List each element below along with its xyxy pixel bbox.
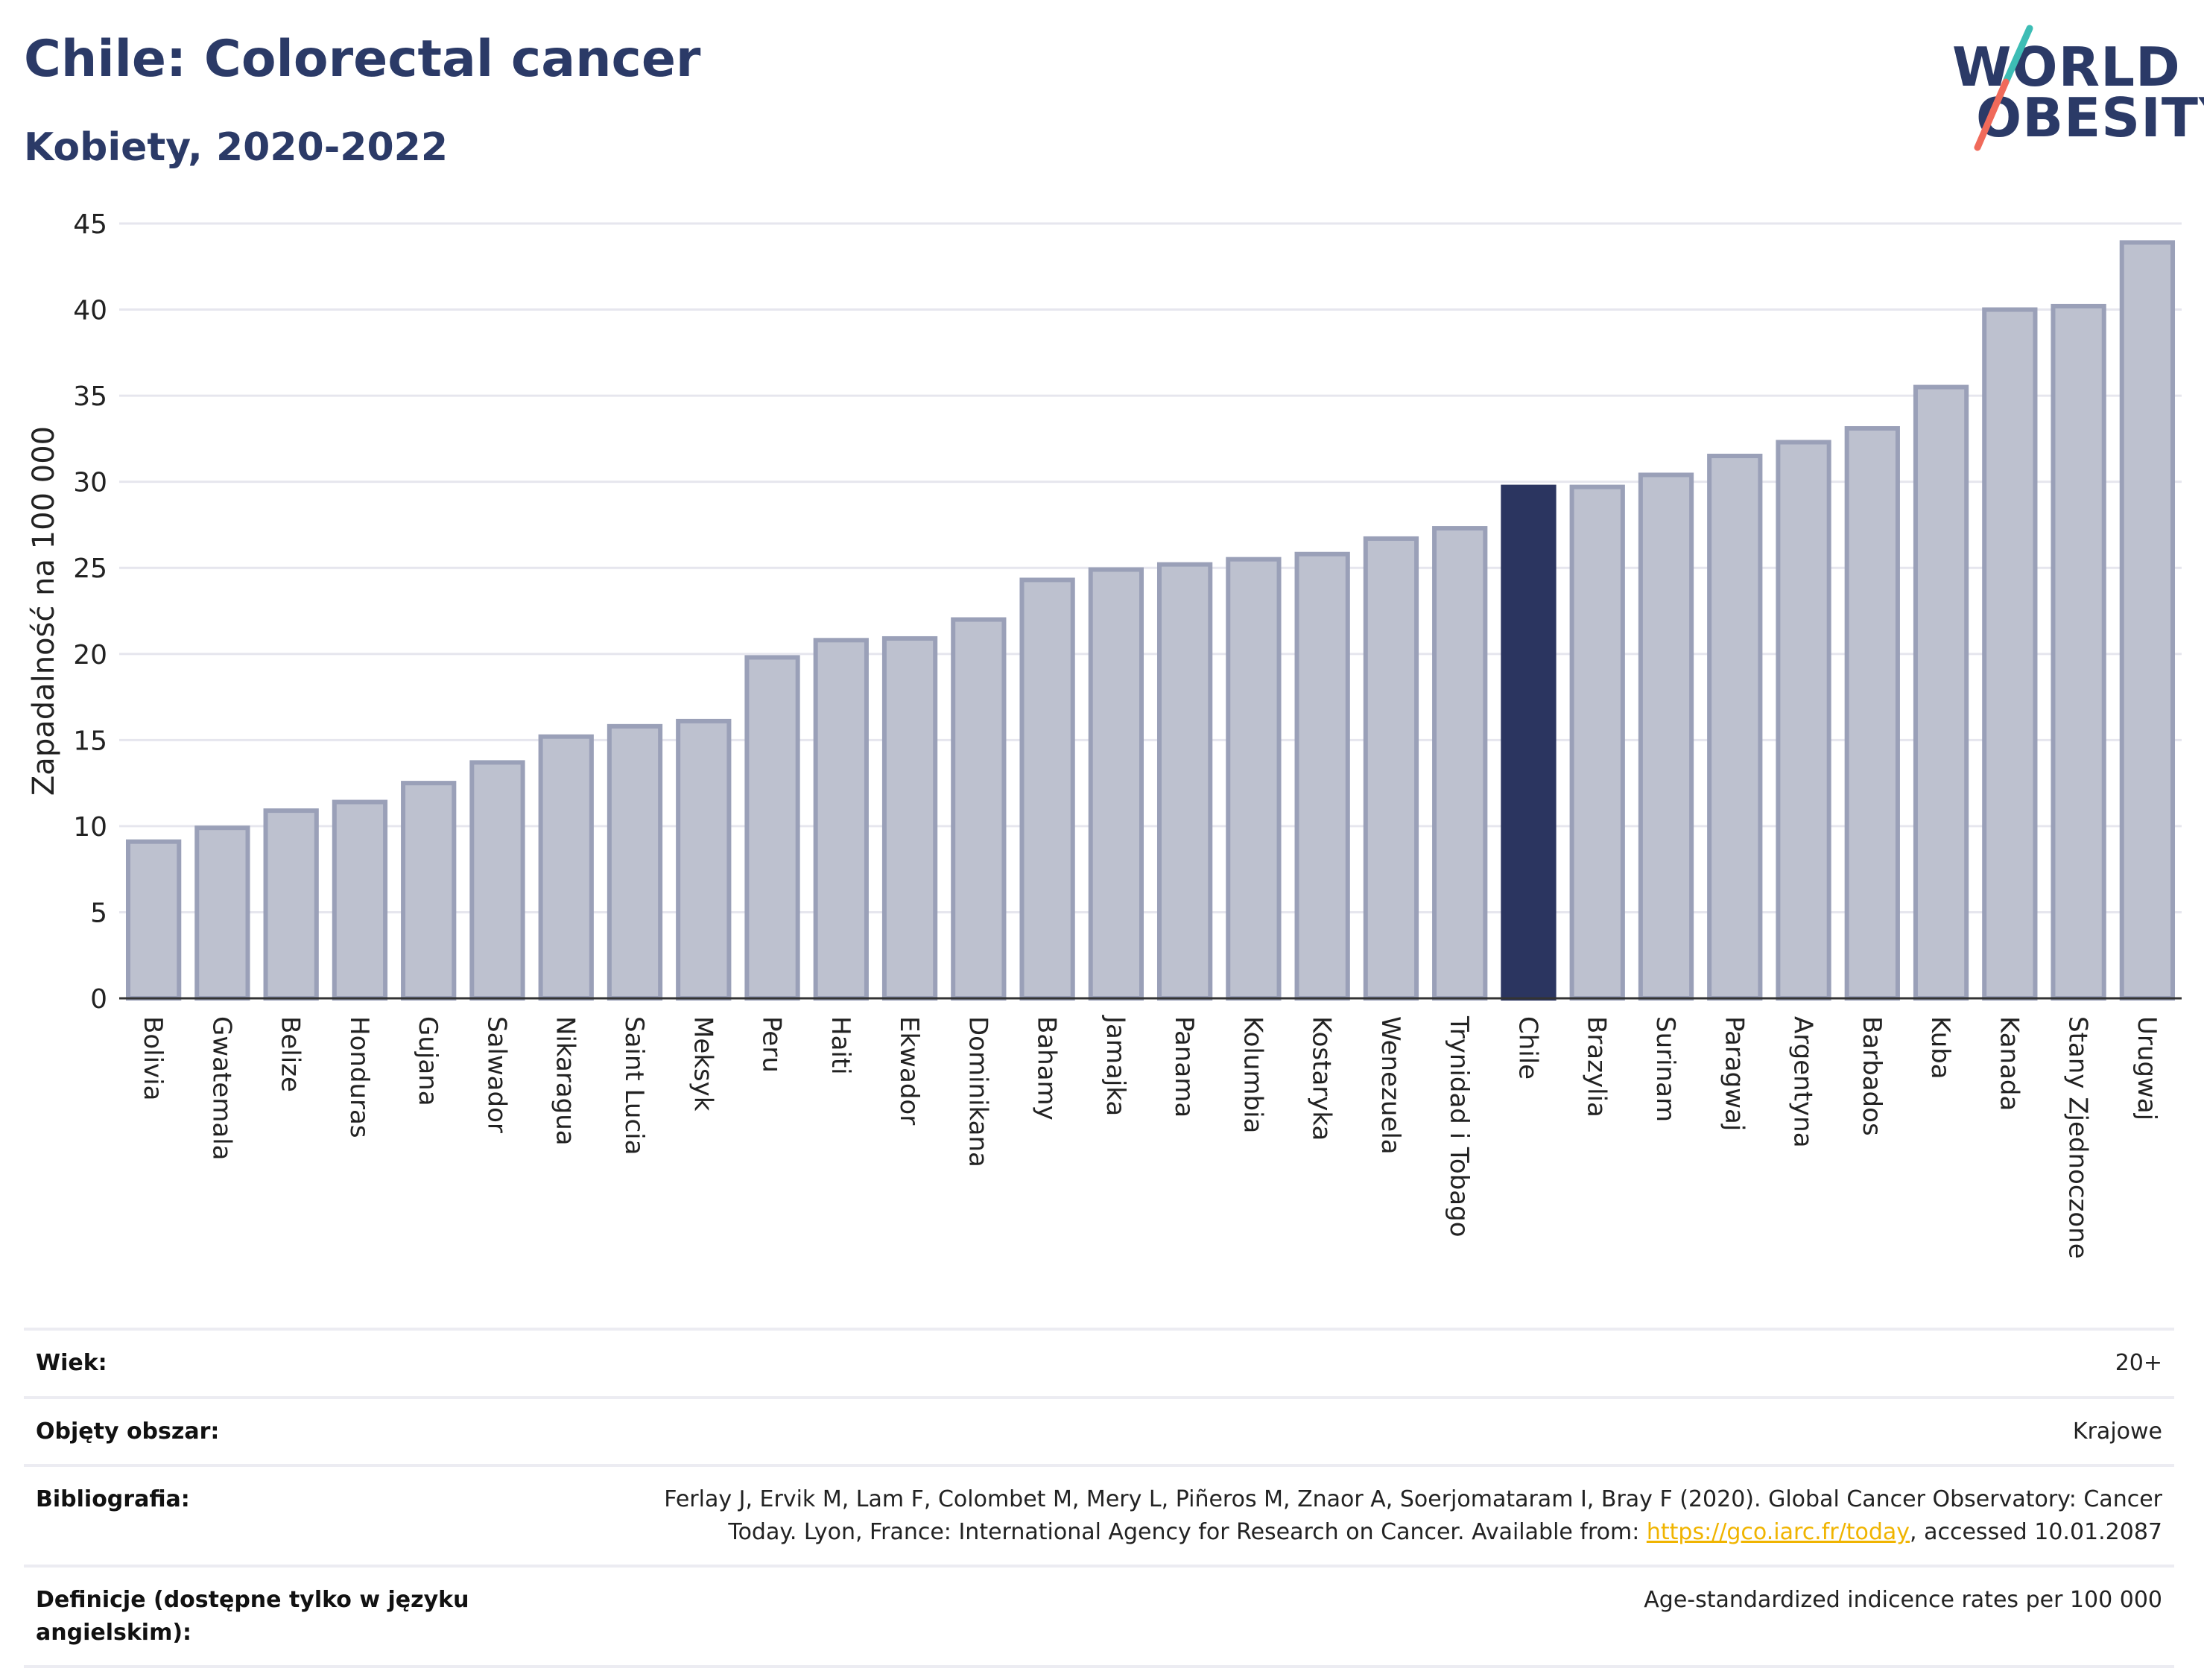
bar <box>538 734 594 1001</box>
bar <box>1569 484 1625 1001</box>
meta-label-area: Objęty obszar: <box>36 1418 220 1445</box>
x-tick-label: Meksyk <box>688 1016 718 1112</box>
y-tick-label: 30 <box>73 468 107 498</box>
bibliography-line-2: Today. Lyon, France: International Agenc… <box>728 1518 1647 1545</box>
bar <box>1088 567 1144 1001</box>
x-tick-label: Bolivia <box>138 1016 168 1100</box>
y-tick-label: 35 <box>73 381 107 412</box>
x-tick-label: Barbados <box>1857 1016 1887 1136</box>
x-tick-label: Brazylia <box>1582 1016 1612 1118</box>
logo-slash-icon <box>1974 25 2033 151</box>
bar <box>607 723 663 1001</box>
metadata-table: Wiek: 20+ Objęty obszar: Krajowe Bibliog… <box>24 1328 2174 1668</box>
bar <box>1432 526 1488 1001</box>
bar <box>125 839 182 1001</box>
bar <box>676 718 732 1001</box>
bar <box>813 638 869 1001</box>
meta-value-area: Krajowe <box>2072 1418 2162 1445</box>
x-tick-label: Urugwaj <box>2132 1016 2162 1120</box>
x-tick-label: Ekwador <box>894 1016 924 1125</box>
y-tick-label: 40 <box>73 296 107 326</box>
x-tick-label: Nikaragua <box>551 1016 580 1146</box>
logo-line-2: OBESITY <box>1976 86 2204 149</box>
bibliography-accessed: , accessed 10.01.2087 <box>1910 1518 2162 1545</box>
x-tick-label: Stany Zjednoczone <box>2063 1016 2093 1259</box>
source-link[interactable]: https://gco.iarc.fr/today <box>1646 1518 1910 1545</box>
bar <box>1638 472 1694 1001</box>
x-tick-label: Surinam <box>1650 1016 1680 1122</box>
y-tick-label: 25 <box>73 554 107 584</box>
bibliography-line-1: Ferlay J, Ervik M, Lam F, Colombet M, Me… <box>664 1486 2162 1512</box>
bar <box>1019 577 1075 1001</box>
x-tick-label: Honduras <box>344 1016 374 1138</box>
bar <box>332 799 388 1001</box>
bar-chart: 0 5 10 15 20 25 30 35 40 45 Zapadalność na 100 000… <box>27 209 2182 1259</box>
x-tick-label: Panama <box>1169 1016 1199 1118</box>
y-tick-label: 5 <box>90 898 107 928</box>
x-tick-label: Saint Lucia <box>619 1016 649 1155</box>
x-tick-label: Jamajka <box>1101 1015 1130 1116</box>
x-tick-label: Belize <box>276 1016 305 1092</box>
meta-label-bibliography: Bibliografia: <box>36 1486 190 1512</box>
meta-row-area: Objęty obszar: Krajowe <box>24 1395 2174 1465</box>
x-tick-label: Kanada <box>1994 1016 2024 1111</box>
bar <box>469 760 525 1001</box>
x-tick-label: Haiti <box>826 1016 855 1075</box>
y-tick-label: 10 <box>73 812 107 843</box>
x-tick-label: Dominikana <box>963 1016 992 1167</box>
x-tick-label: Gujana <box>413 1016 443 1106</box>
chart-subtitle: Kobiety, 2020-2022 <box>24 125 449 170</box>
logo-line-1: WORLD <box>1952 36 2181 98</box>
world-obesity-logo: WORLD OBESITY <box>1937 22 2204 156</box>
bar <box>1707 454 1763 1001</box>
bar-highlight <box>1501 484 1557 1001</box>
x-tick-label: Bahamy <box>1032 1016 1062 1120</box>
y-tick-label: 45 <box>73 209 107 240</box>
x-tick-label: Paragwaj <box>1719 1016 1749 1131</box>
bar <box>1294 551 1350 1001</box>
bar <box>1156 562 1213 1001</box>
bar <box>2051 303 2106 1001</box>
bar <box>744 655 800 1001</box>
y-tick-label: 15 <box>73 726 107 756</box>
bar <box>1776 440 1831 1001</box>
x-tick-label: Argentyna <box>1788 1016 1818 1148</box>
meta-label-age: Wiek: <box>36 1350 107 1376</box>
bar <box>1363 536 1419 1001</box>
x-tick-label: Gwatemala <box>206 1016 236 1160</box>
bar <box>1913 384 1969 1001</box>
x-tick-label: Peru <box>757 1016 787 1073</box>
meta-value-bibliography: Ferlay J, Ervik M, Lam F, Colombet M, Me… <box>664 1483 2162 1548</box>
meta-value-definitions: Age-standardized indicence rates per 100… <box>1644 1587 2162 1613</box>
x-tick-label: Kolumbia <box>1238 1016 1267 1133</box>
meta-row-age: Wiek: 20+ <box>24 1328 2174 1396</box>
bar <box>194 825 250 1001</box>
x-tick-label: Kostaryka <box>1307 1016 1337 1141</box>
x-tick-label: Trynidad i Tobago <box>1444 1015 1474 1237</box>
bar <box>1226 557 1282 1001</box>
y-tick-label: 20 <box>73 640 107 671</box>
x-tick-label: Salwador <box>481 1016 511 1133</box>
bar <box>881 635 938 1001</box>
meta-row-definitions: Definicje (dostępne tylko w języku angie… <box>24 1565 2174 1668</box>
x-tick-label: Wenezuela <box>1375 1016 1405 1155</box>
y-tick-label: 0 <box>90 984 107 1015</box>
x-tick-label: Kuba <box>1925 1016 1955 1080</box>
bar <box>951 617 1007 1001</box>
meta-label-definitions: Definicje (dostępne tylko w języku angie… <box>36 1587 469 1646</box>
bar <box>2119 240 2176 1001</box>
bar <box>1844 426 1900 1001</box>
meta-value-age: 20+ <box>2115 1350 2162 1376</box>
meta-row-bibliography: Bibliografia: Ferlay J, Ervik M, Lam F, … <box>24 1464 2174 1565</box>
x-tick-label: Chile <box>1513 1016 1542 1080</box>
y-axis-label: Zapadalność na 100 000 <box>27 426 61 796</box>
bar <box>401 781 457 1001</box>
bar <box>263 808 319 1001</box>
chart-title: Chile: Colorectal cancer <box>24 30 701 89</box>
bar <box>1982 307 2038 1001</box>
